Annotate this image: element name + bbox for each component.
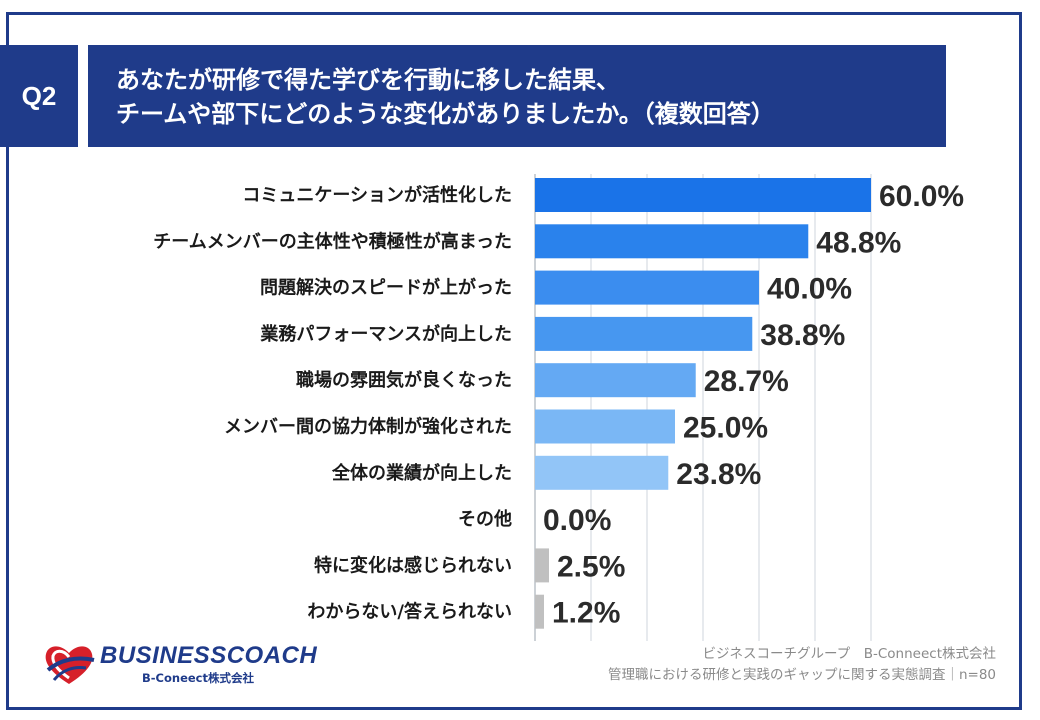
- question-title-line2: チームや部下にどのような変化がありましたか。（複数回答）: [116, 100, 775, 128]
- value-label: 25.0%: [683, 412, 768, 445]
- value-label: 0.0%: [543, 504, 611, 537]
- source-note: ビジネスコーチグループ B-Conneect株式会社 管理職における研修と実践の…: [608, 644, 996, 686]
- category-label: 全体の業績が向上した: [331, 462, 512, 484]
- category-label: 業務パフォーマンスが向上した: [259, 323, 512, 345]
- bar: [535, 270, 759, 305]
- source-line2: 管理職における研修と実践のギャップに関する実態調査｜n=80: [607, 667, 996, 683]
- category-label: その他: [458, 508, 512, 530]
- logo-company: B-Coneect株式会社: [142, 671, 254, 685]
- question-title: あなたが研修で得た学びを行動に移した結果、 チームや部下にどのような変化がありま…: [88, 45, 946, 147]
- bar: [535, 594, 544, 629]
- value-label: 48.8%: [816, 226, 901, 259]
- value-label: 23.8%: [676, 458, 761, 491]
- value-label: 40.0%: [767, 273, 852, 306]
- bar: [535, 363, 696, 398]
- value-label: 2.5%: [557, 550, 625, 583]
- heart-logo-icon: [45, 646, 95, 684]
- business-coach-logo: BUSINESSCOACH B-Coneect株式会社: [40, 640, 320, 690]
- category-label: 職場の雰囲気が良くなった: [296, 369, 512, 391]
- source-line1: ビジネスコーチグループ B-Conneect株式会社: [702, 646, 996, 662]
- category-label: 問題解決のスピードが上がった: [260, 277, 512, 299]
- logo-wordmark: BUSINESSCOACH: [100, 642, 318, 669]
- bar: [535, 316, 753, 351]
- category-label: コミュニケーションが活性化した: [242, 184, 512, 206]
- value-label: 38.8%: [760, 319, 845, 352]
- value-label: 1.2%: [552, 597, 620, 630]
- question-title-line1: あなたが研修で得た学びを行動に移した結果、: [116, 66, 620, 94]
- category-label: 特に変化は感じられない: [314, 554, 512, 576]
- value-label: 28.7%: [704, 365, 789, 398]
- bar: [535, 548, 549, 583]
- bar: [535, 224, 809, 259]
- category-label: メンバー間の協力体制が強化された: [224, 416, 512, 438]
- bar: [535, 409, 675, 444]
- bar: [535, 455, 669, 490]
- value-label: 60.0%: [879, 180, 964, 213]
- category-label: チームメンバーの主体性や積極性が高まった: [153, 230, 512, 252]
- bar: [535, 178, 871, 212]
- category-label: わからない/答えられない: [307, 601, 512, 623]
- question-badge: Q2: [0, 45, 78, 147]
